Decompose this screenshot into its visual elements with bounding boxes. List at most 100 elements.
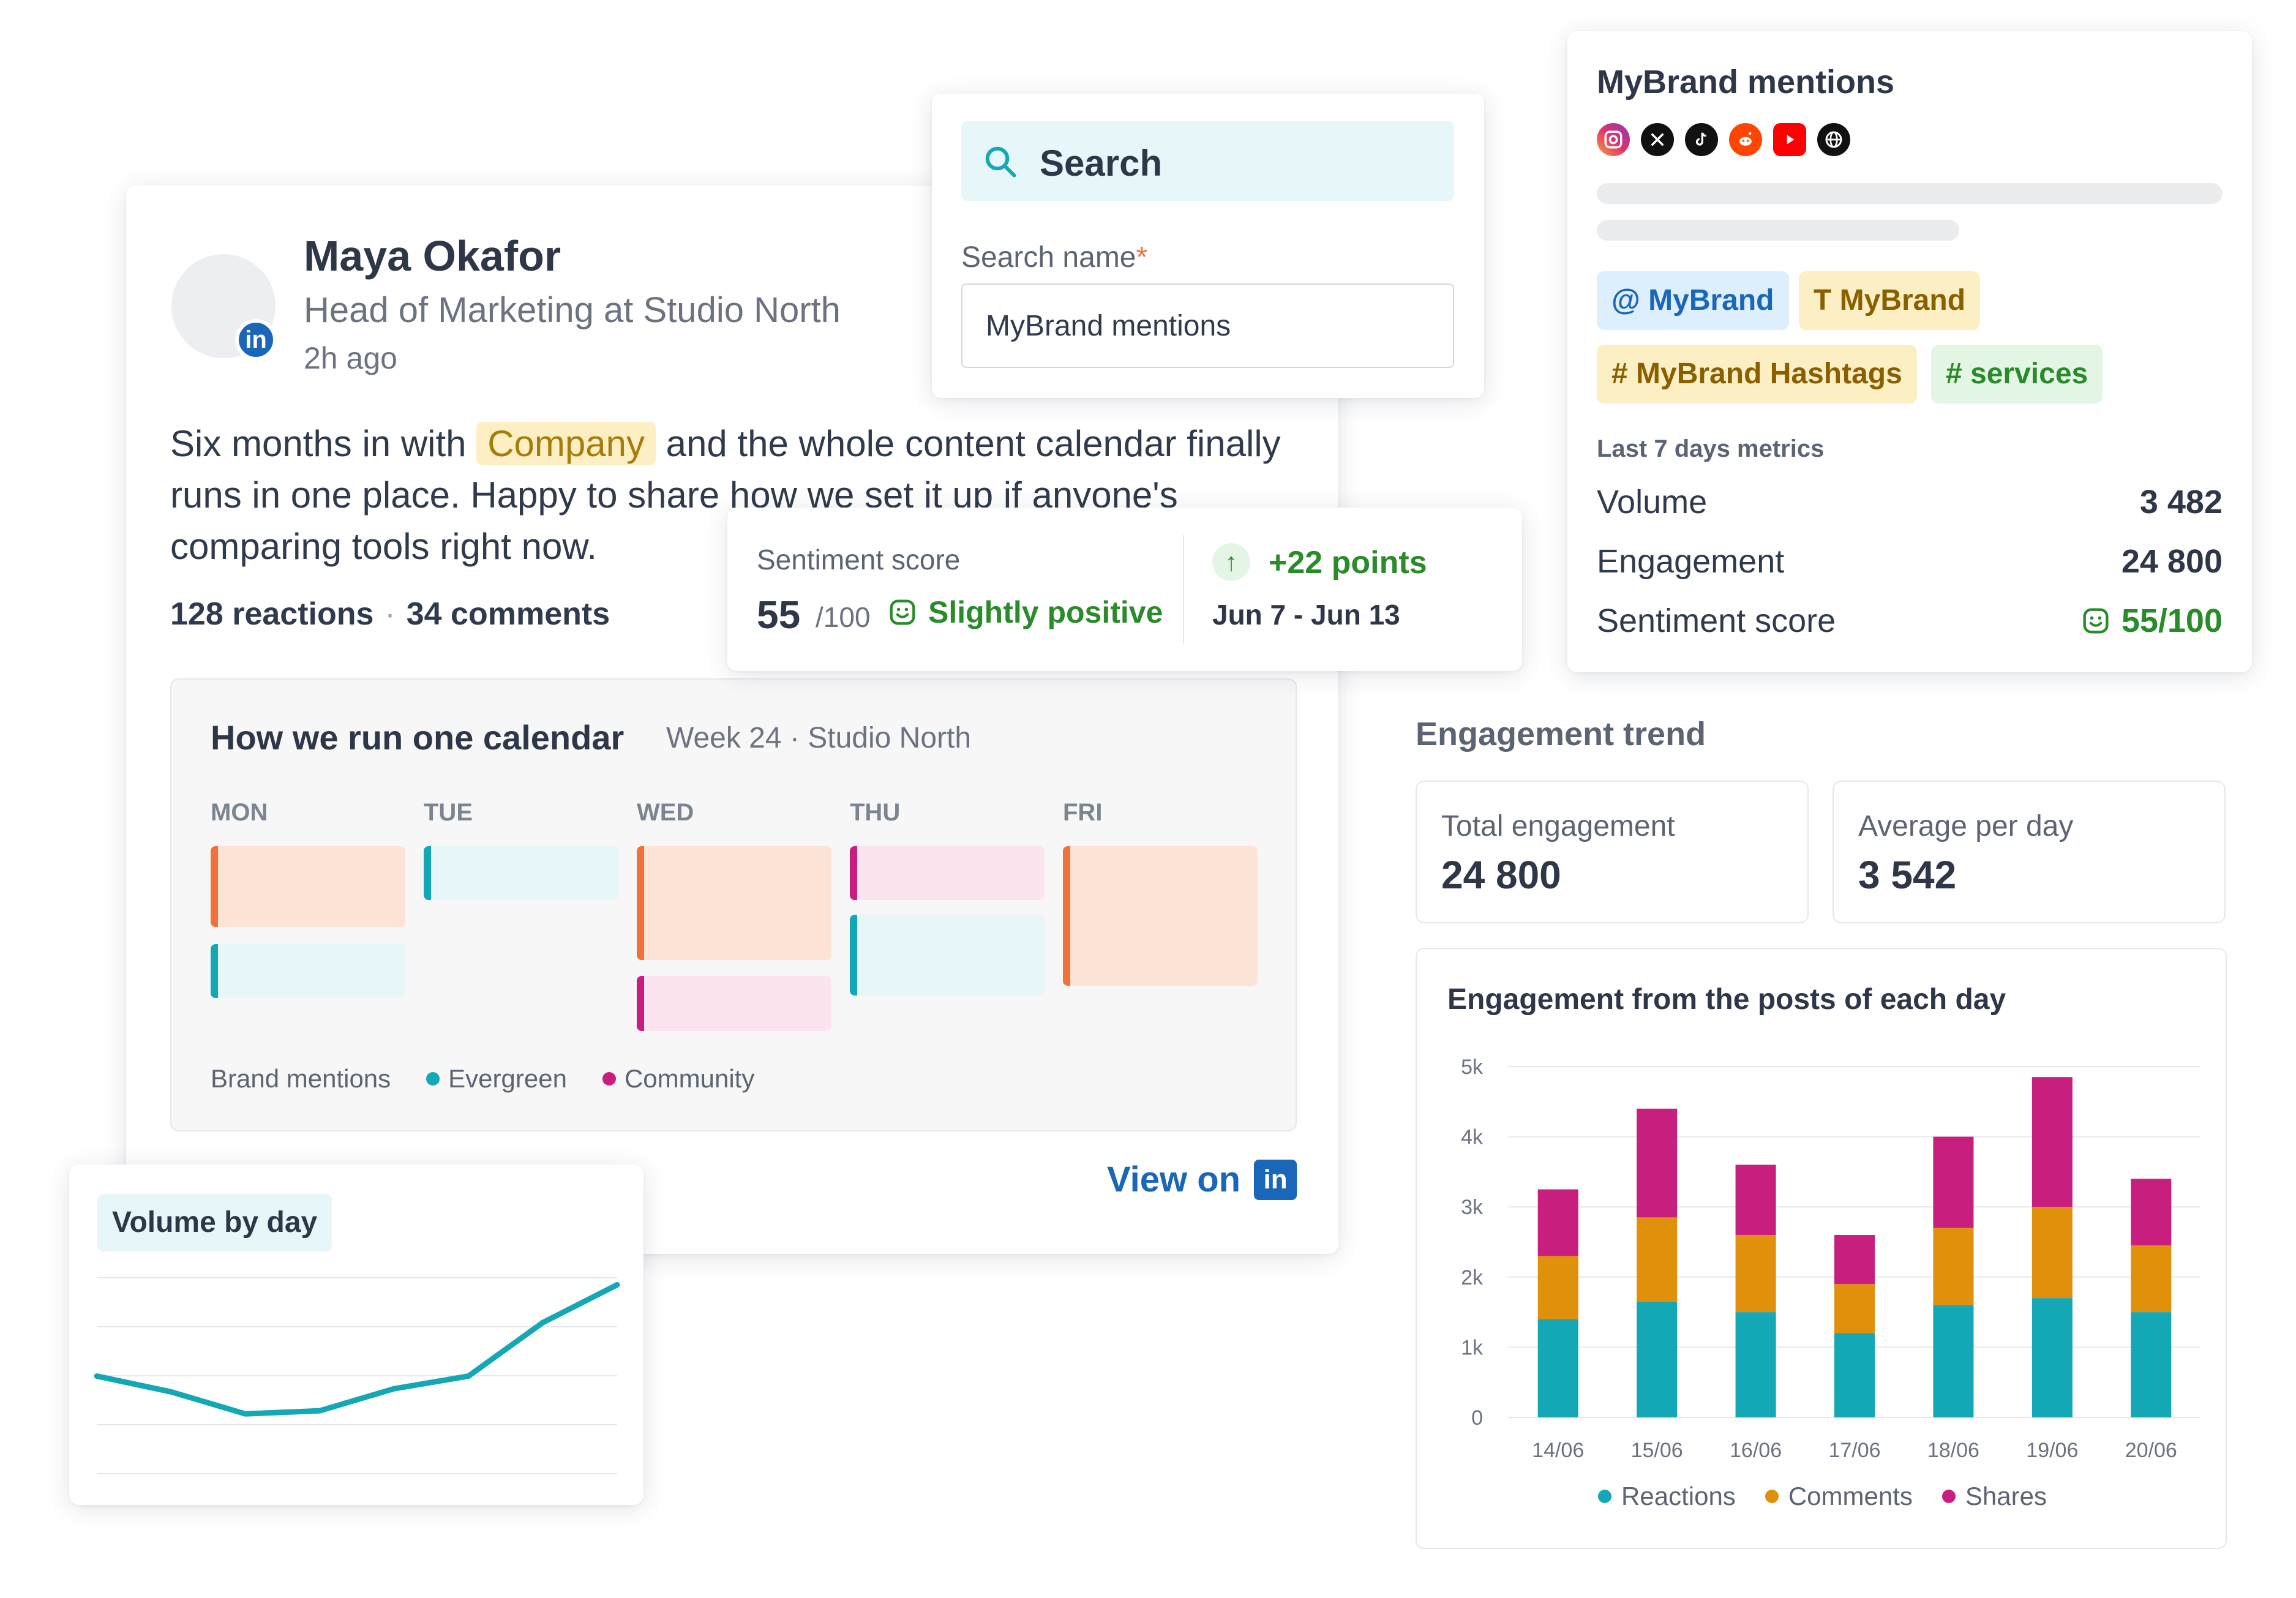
bar-comments[interactable] bbox=[1735, 1235, 1776, 1313]
metric-value: 3 482 bbox=[2139, 484, 2223, 520]
view-on-linkedin-link[interactable]: View on in bbox=[1107, 1159, 1297, 1200]
sentiment-value: 55 bbox=[757, 593, 801, 637]
youtube-icon bbox=[1773, 123, 1806, 156]
legend-dot-shares bbox=[1941, 1490, 1956, 1503]
calendar-day-mon: MON bbox=[211, 799, 268, 826]
volume-line[interactable] bbox=[94, 1281, 620, 1417]
brand-mentions-card: MyBrand mentions @ MyBrand T MyBrand # M… bbox=[1567, 31, 2252, 672]
average-per-day-value: 3 542 bbox=[1858, 853, 1957, 897]
bar-shares[interactable] bbox=[2032, 1077, 2073, 1207]
bar-comments[interactable] bbox=[1537, 1256, 1578, 1319]
web-icon bbox=[1817, 123, 1850, 156]
search-name-input[interactable] bbox=[961, 283, 1454, 368]
bar-comments[interactable] bbox=[1637, 1217, 1678, 1302]
post-stats: 128 reactions · 34 comments bbox=[170, 596, 610, 632]
bar-shares[interactable] bbox=[1735, 1165, 1776, 1236]
calendar-event[interactable] bbox=[424, 846, 618, 900]
bar-reactions[interactable] bbox=[2032, 1298, 2073, 1417]
instagram-icon bbox=[1597, 123, 1630, 156]
volume-line-chart bbox=[94, 1277, 620, 1474]
calendar-legend: Brand mentions Evergreen Community bbox=[211, 1064, 754, 1093]
engagement-bar-chart: 0 1k 2k 3k 4k 5k 14/06 15/06 16/06 17/06 18/06 19/0… bbox=[1461, 1056, 2200, 1462]
mention-tag-text[interactable]: T MyBrand bbox=[1799, 271, 1981, 330]
total-engagement-label: Total engagement bbox=[1441, 810, 1675, 842]
reddit-icon bbox=[1729, 123, 1762, 156]
metric-value-sentiment: 55/100 bbox=[2082, 602, 2223, 640]
legend-reactions[interactable]: Reactions bbox=[1621, 1482, 1736, 1510]
bar-shares[interactable] bbox=[1834, 1235, 1875, 1285]
calendar-day-wed: WED bbox=[637, 799, 694, 826]
bar-reactions[interactable] bbox=[1537, 1319, 1578, 1417]
bar-comments[interactable] bbox=[1933, 1228, 1974, 1305]
search-icon bbox=[985, 146, 1016, 178]
legend-dot-community bbox=[602, 1072, 616, 1086]
post-author-role: Head of Marketing at Studio North bbox=[304, 290, 841, 330]
total-engagement-box: Total engagement 24 800 bbox=[1416, 781, 1809, 923]
search-bar[interactable]: Search bbox=[961, 121, 1454, 201]
y-tick-label: 5k bbox=[1461, 1056, 1484, 1079]
reactions-count[interactable]: 128 reactions bbox=[170, 596, 374, 632]
mentions-title: MyBrand mentions bbox=[1597, 64, 1895, 100]
bar-shares[interactable] bbox=[1933, 1136, 1974, 1228]
legend-comments[interactable]: Comments bbox=[1788, 1482, 1913, 1510]
skeleton-line bbox=[1597, 183, 2223, 204]
x-tick-label: 14/06 bbox=[1532, 1439, 1584, 1462]
metric-label: Volume bbox=[1597, 484, 1708, 520]
average-per-day-box: Average per day 3 542 bbox=[1833, 781, 2226, 923]
x-icon bbox=[1641, 123, 1674, 156]
bar-shares[interactable] bbox=[1537, 1189, 1578, 1256]
arrow-up-icon: ↑ bbox=[1212, 543, 1250, 581]
legend-dot-comments bbox=[1765, 1490, 1779, 1503]
y-tick-label: 2k bbox=[1461, 1266, 1484, 1289]
calendar-event[interactable] bbox=[211, 846, 405, 927]
sentiment-max: /100 bbox=[816, 601, 871, 633]
metric-value: 55/100 bbox=[2121, 602, 2223, 639]
network-icons bbox=[1597, 123, 1861, 156]
sentiment-status: Slightly positive bbox=[889, 595, 1163, 630]
comments-count[interactable]: 34 comments bbox=[406, 596, 610, 632]
calendar-event[interactable] bbox=[1063, 846, 1258, 986]
company-mention-tag[interactable]: Company bbox=[476, 422, 656, 465]
calendar-event[interactable] bbox=[637, 976, 831, 1031]
metric-volume: Volume 3 482 bbox=[1597, 483, 2223, 521]
bar-reactions[interactable] bbox=[1637, 1301, 1678, 1417]
bar-comments[interactable] bbox=[1834, 1284, 1875, 1334]
calendar-subtitle: Week 24 · Studio North bbox=[666, 722, 972, 754]
calendar-event[interactable] bbox=[850, 915, 1045, 996]
calendar-event[interactable] bbox=[637, 846, 831, 960]
skeleton-line bbox=[1597, 220, 1959, 241]
bar-reactions[interactable] bbox=[1933, 1305, 1974, 1417]
sentiment-card: Sentiment score 55 /100 Slightly positiv… bbox=[727, 508, 1522, 671]
sentiment-label: Sentiment score bbox=[757, 544, 961, 576]
view-on-label: View on bbox=[1107, 1160, 1241, 1199]
calendar-event[interactable] bbox=[850, 846, 1045, 900]
sentiment-date-range: Jun 7 - Jun 13 bbox=[1212, 599, 1400, 631]
bar-reactions[interactable] bbox=[1735, 1312, 1776, 1417]
smiley-icon bbox=[2083, 608, 2109, 634]
mention-tag-handle[interactable]: @ MyBrand bbox=[1597, 271, 1789, 330]
mention-tag-services[interactable]: # services bbox=[1931, 345, 2103, 403]
y-tick-label: 3k bbox=[1461, 1196, 1484, 1219]
y-tick-label: 0 bbox=[1471, 1406, 1483, 1430]
bar-shares[interactable] bbox=[2131, 1179, 2172, 1246]
y-tick-label: 4k bbox=[1461, 1126, 1484, 1149]
sentiment-change: +22 points bbox=[1269, 545, 1427, 580]
bar-shares[interactable] bbox=[1637, 1108, 1678, 1218]
chart-legend: Reactions Comments Shares bbox=[1417, 1482, 2228, 1511]
calendar-event[interactable] bbox=[211, 944, 405, 998]
mention-tag-hashtags[interactable]: # MyBrand Hashtags bbox=[1597, 345, 1917, 403]
linkedin-logo-icon: in bbox=[1254, 1159, 1297, 1200]
bar-comments[interactable] bbox=[2032, 1207, 2073, 1299]
bar-reactions[interactable] bbox=[2131, 1312, 2172, 1417]
bar-reactions[interactable] bbox=[1834, 1333, 1875, 1417]
post-author[interactable]: Maya Okafor bbox=[304, 232, 561, 280]
x-tick-label: 15/06 bbox=[1631, 1439, 1683, 1462]
bar-comments[interactable] bbox=[2131, 1245, 2172, 1313]
calendar-day-tue: TUE bbox=[424, 799, 473, 826]
metric-label: Engagement bbox=[1597, 543, 1785, 580]
search-name-label-text: Search name bbox=[961, 241, 1136, 274]
linkedin-badge-icon: in bbox=[235, 319, 277, 361]
legend-shares[interactable]: Shares bbox=[1965, 1482, 2047, 1510]
y-tick-label: 1k bbox=[1461, 1336, 1484, 1359]
calendar-preview: How we run one calendar Week 24 · Studio… bbox=[170, 678, 1297, 1131]
